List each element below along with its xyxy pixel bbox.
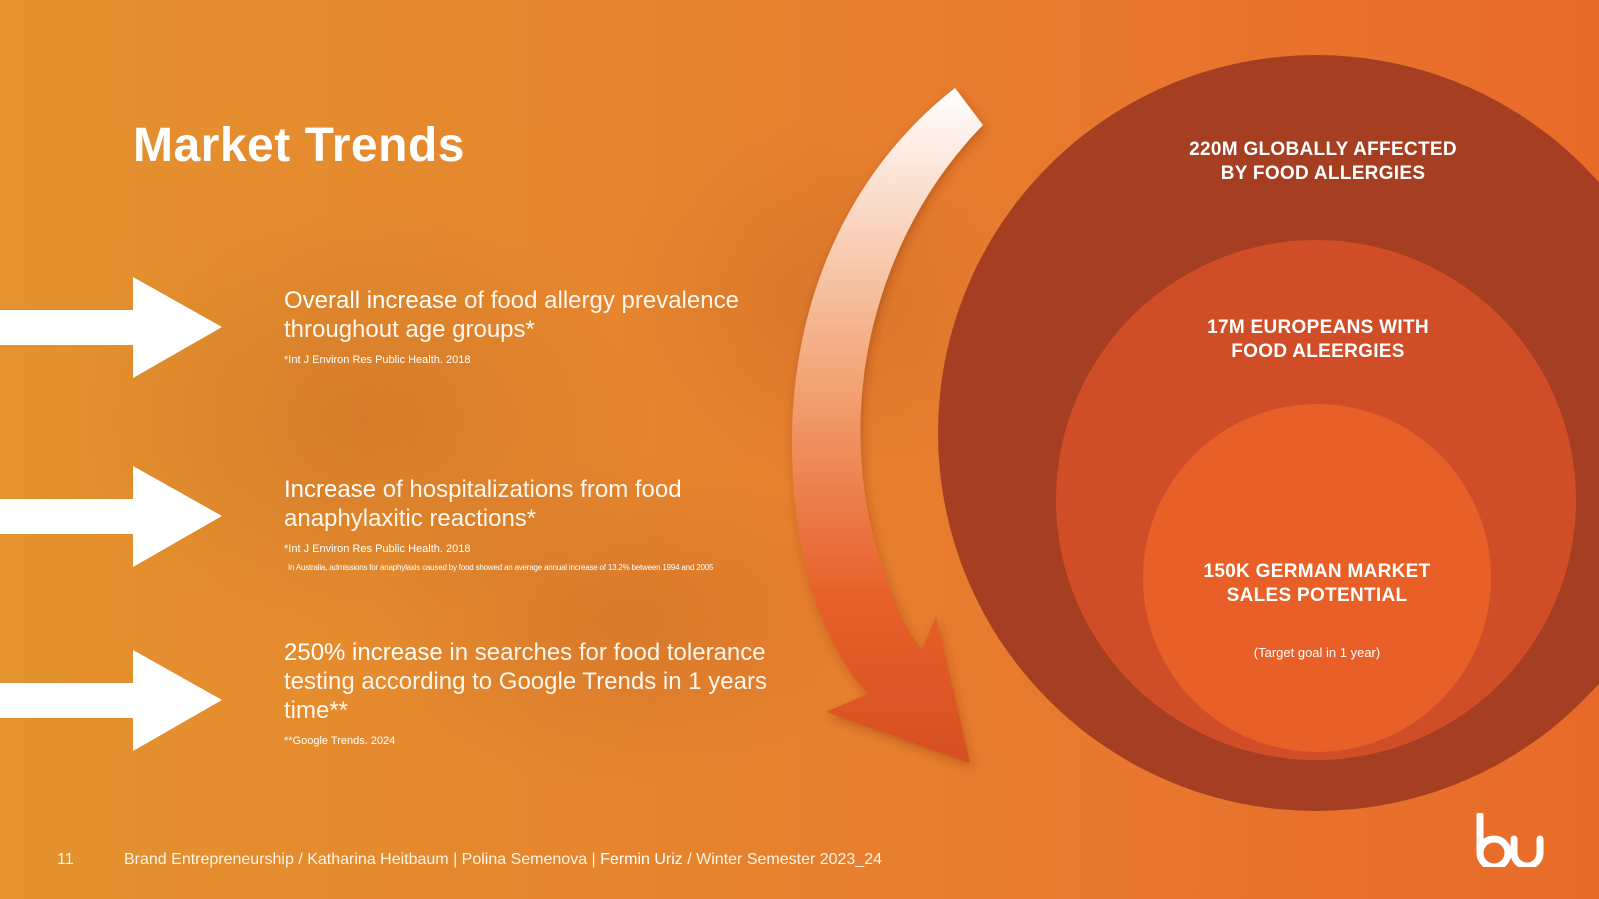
trend-item: 250% increase in searches for food toler… — [284, 638, 804, 747]
inner-market-circle — [1143, 404, 1491, 752]
trend-source-note: **Google Trends. 2024 — [284, 735, 396, 747]
middle-circle-label: 17M EUROPEANS WITH FOOD ALEERGIES — [1207, 317, 1429, 362]
trend-text: Overall increase of food allergy prevale… — [284, 287, 739, 343]
curved-funnel-arrow — [791, 88, 983, 763]
highlighted-author: Fermin Uriz — [600, 851, 683, 868]
bu-logo — [1476, 813, 1544, 867]
inner-circle-label: 150K GERMAN MARKET SALES POTENTIAL — [1203, 561, 1431, 606]
trend-source-note: *Int J Environ Res Public Health. 2018 — [284, 354, 471, 366]
trend-text: 250% increase in searches for food toler… — [284, 639, 767, 724]
outer-circle-label: 220M GLOBALLY AFFECTED BY FOOD ALLERGIES — [1189, 139, 1457, 184]
page-title: Market Trends — [133, 119, 465, 172]
page-number: 11 — [57, 851, 74, 868]
right-arrow-icon — [0, 650, 222, 751]
right-arrow-icon — [0, 277, 222, 378]
right-arrow-icon — [0, 466, 222, 567]
trend-highlight: Increase — [284, 476, 377, 503]
trend-source-note: *Int J Environ Res Public Health. 2018 — [284, 543, 471, 555]
trend-item: Overall increase of food allergy prevale… — [284, 286, 804, 366]
trend-item: Increase of hospitalizations from food a… — [284, 475, 804, 572]
trend-highlight: 250% increase — [284, 639, 443, 666]
trend-detail-note: In Australia, admissions for anaphylaxis… — [288, 563, 714, 572]
footer-credits: Brand Entrepreneurship / Katharina Heitb… — [124, 851, 883, 868]
trend-text: Increase of hospitalizations from food a… — [284, 476, 682, 532]
trend-highlight: Overall increase — [284, 287, 458, 314]
inner-circle-sublabel: (Target goal in 1 year) — [1253, 645, 1381, 660]
